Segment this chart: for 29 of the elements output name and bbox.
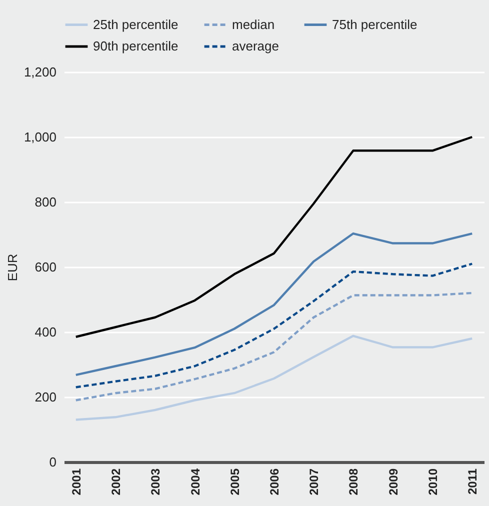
line-series xyxy=(74,292,474,402)
y-tick-label: 400 xyxy=(34,324,56,340)
y-tick-label: 0 xyxy=(49,454,56,470)
x-tick-label: 2011 xyxy=(466,468,480,495)
line-series xyxy=(74,334,474,421)
y-tick-label: 1,200 xyxy=(24,64,56,80)
y-tick-label: 1,000 xyxy=(24,130,56,144)
line-series xyxy=(74,136,474,338)
legend-label: 90th percentile xyxy=(93,38,178,54)
legend-label: median xyxy=(232,16,275,32)
y-tick-label: 800 xyxy=(34,194,56,210)
legend-label: 25th percentile xyxy=(93,16,178,32)
x-tick-label: 2003 xyxy=(148,468,163,496)
x-tick-label: 2009 xyxy=(386,468,400,496)
line-series xyxy=(74,232,474,376)
x-tick-label: 2006 xyxy=(268,468,282,496)
x-tick-label: 2007 xyxy=(307,468,322,496)
legend-label: 75th percentile xyxy=(332,16,418,32)
legend-label: average xyxy=(232,38,279,54)
x-tick-label: 2002 xyxy=(109,468,124,496)
y-tick-label: 600 xyxy=(34,260,56,274)
y-axis-title: EUR xyxy=(4,254,20,282)
x-tick-label: 2004 xyxy=(188,468,202,496)
x-tick-label: 2010 xyxy=(426,468,440,496)
y-tick-label: 200 xyxy=(34,390,56,404)
line-series xyxy=(74,262,474,388)
x-tick-label: 2001 xyxy=(69,468,84,496)
x-tick-label: 2005 xyxy=(228,468,242,496)
x-tick-label: 2008 xyxy=(346,468,361,496)
